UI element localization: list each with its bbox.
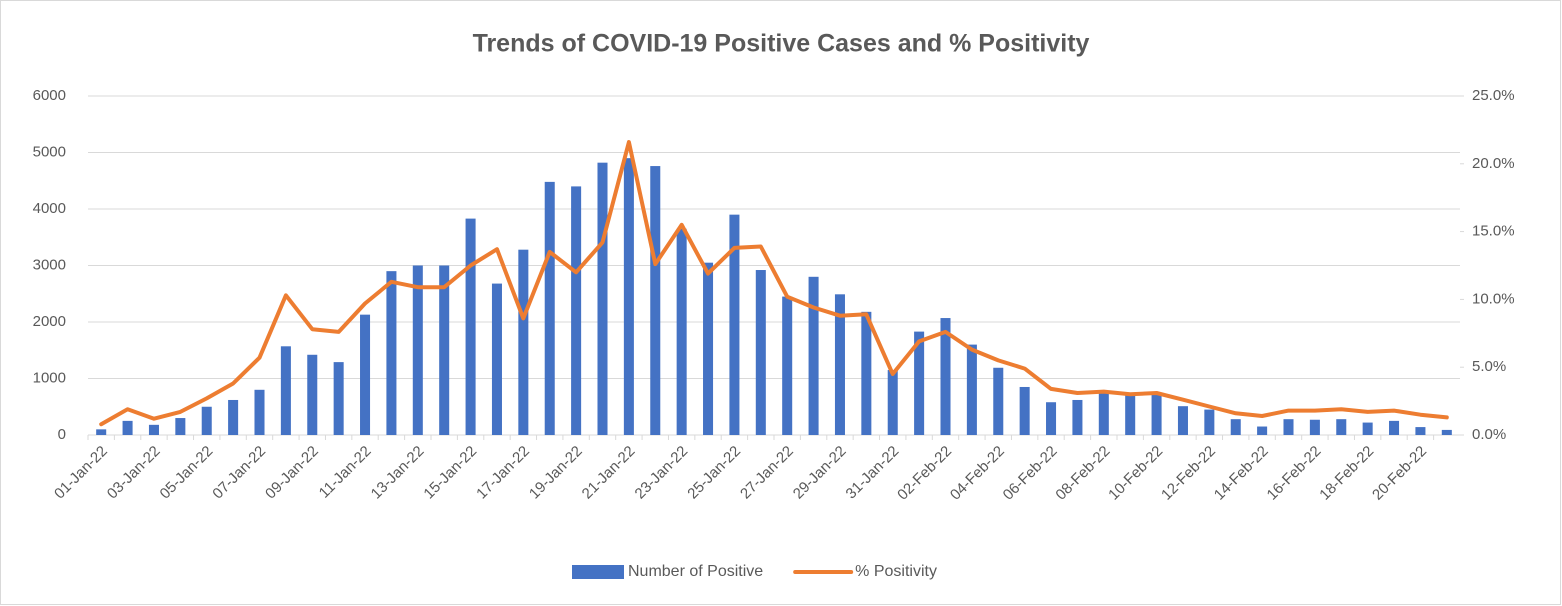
bar: [1389, 420, 1400, 435]
bar: [1441, 429, 1452, 435]
bar: [412, 265, 423, 435]
bar: [834, 294, 845, 435]
bar: [254, 389, 265, 435]
bar: [201, 406, 212, 435]
bar: [1362, 422, 1373, 435]
y-tick-label: 5000: [33, 143, 66, 160]
y-tick-label: 1000: [33, 369, 66, 386]
bar: [1415, 427, 1426, 435]
bar: [1204, 409, 1215, 435]
bar: [307, 354, 318, 435]
bar: [1336, 419, 1347, 435]
chart-title: Trends of COVID-19 Positive Cases and % …: [473, 30, 1090, 58]
bar: [676, 228, 687, 435]
bar: [940, 318, 951, 435]
bar: [1309, 419, 1320, 435]
bar: [148, 424, 159, 435]
y-tick-label: 2000: [33, 313, 66, 330]
bar: [175, 418, 186, 435]
bar: [333, 362, 344, 435]
bar: [1072, 399, 1083, 435]
y2-tick-label: 20.0%: [1472, 155, 1515, 172]
bar: [228, 399, 239, 435]
bar: [1230, 419, 1241, 435]
bar: [360, 314, 371, 435]
bar: [597, 162, 608, 436]
bar: [1177, 406, 1188, 435]
bar: [491, 283, 502, 435]
y-tick-label: 3000: [33, 256, 66, 273]
y2-tick-label: 5.0%: [1472, 358, 1506, 375]
bar: [1046, 402, 1057, 435]
bar: [439, 265, 450, 435]
legend-swatch: [572, 565, 624, 579]
bar: [571, 186, 582, 435]
y2-tick-label: 25.0%: [1472, 87, 1515, 104]
y2-tick-label: 10.0%: [1472, 290, 1515, 307]
bar: [782, 296, 793, 435]
bar: [544, 181, 555, 435]
bar: [966, 344, 977, 435]
bar: [465, 218, 476, 435]
bar: [1019, 386, 1030, 435]
y2-tick-label: 0.0%: [1472, 426, 1506, 443]
bar: [122, 420, 133, 435]
bar: [1151, 393, 1162, 435]
bar: [518, 249, 529, 435]
bar: [1098, 392, 1109, 435]
bar: [650, 166, 661, 435]
bar: [1283, 419, 1294, 435]
y-tick-label: 6000: [33, 87, 66, 104]
line: [99, 140, 1449, 427]
bar: [887, 370, 898, 435]
bar: [1257, 426, 1268, 435]
bar: [729, 214, 740, 435]
bar: [755, 270, 766, 435]
bar: [808, 276, 819, 435]
bar: [703, 262, 714, 435]
bar: [861, 311, 872, 435]
bar: [280, 346, 291, 435]
bar: [914, 331, 925, 435]
bar: [993, 367, 1004, 435]
legend-label: Number of Positive: [628, 563, 763, 580]
bar: [96, 429, 107, 435]
bar: [386, 271, 397, 435]
legend-label: % Positivity: [855, 563, 937, 580]
bar: [623, 158, 634, 435]
y-tick-label: 4000: [33, 200, 66, 217]
y2-tick-label: 15.0%: [1472, 223, 1515, 240]
y-tick-label: 0: [58, 426, 66, 443]
bar: [1125, 395, 1136, 435]
